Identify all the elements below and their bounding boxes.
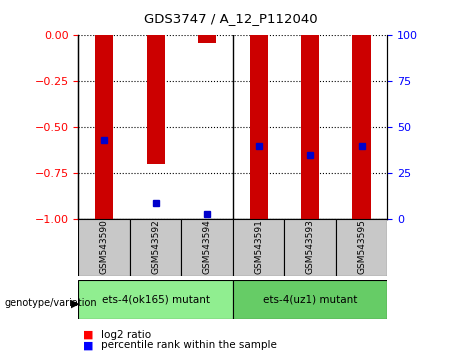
Bar bbox=[181, 219, 233, 276]
Bar bbox=[95, 35, 113, 219]
Text: ■: ■ bbox=[83, 340, 94, 350]
Bar bbox=[147, 35, 165, 164]
Bar bbox=[233, 219, 284, 276]
Text: GSM543593: GSM543593 bbox=[306, 219, 314, 274]
Text: ▶: ▶ bbox=[71, 298, 80, 308]
Text: ets-4(uz1) mutant: ets-4(uz1) mutant bbox=[263, 294, 357, 304]
Text: percentile rank within the sample: percentile rank within the sample bbox=[101, 340, 278, 350]
Text: GSM543594: GSM543594 bbox=[202, 219, 212, 274]
Bar bbox=[130, 219, 181, 276]
Text: GSM543590: GSM543590 bbox=[100, 219, 109, 274]
Bar bbox=[249, 35, 267, 219]
Text: GSM543595: GSM543595 bbox=[357, 219, 366, 274]
Text: genotype/variation: genotype/variation bbox=[5, 298, 97, 308]
Bar bbox=[78, 219, 130, 276]
Text: GSM543591: GSM543591 bbox=[254, 219, 263, 274]
Bar bbox=[301, 35, 319, 219]
Text: ets-4(ok165) mutant: ets-4(ok165) mutant bbox=[101, 294, 210, 304]
Bar bbox=[198, 35, 216, 43]
Text: GDS3747 / A_12_P112040: GDS3747 / A_12_P112040 bbox=[144, 12, 317, 25]
Bar bbox=[78, 280, 233, 319]
Text: ■: ■ bbox=[83, 330, 94, 339]
Bar bbox=[233, 280, 387, 319]
Bar bbox=[284, 219, 336, 276]
Text: GSM543592: GSM543592 bbox=[151, 219, 160, 274]
Bar bbox=[336, 219, 387, 276]
Bar bbox=[353, 35, 371, 219]
Text: log2 ratio: log2 ratio bbox=[101, 330, 152, 339]
